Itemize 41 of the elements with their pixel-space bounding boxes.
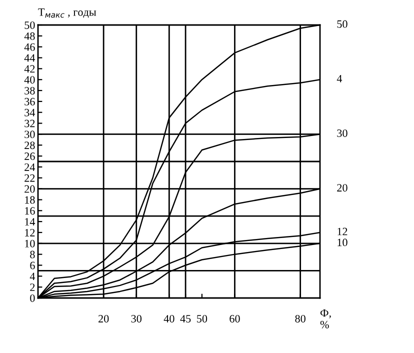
x-axis-title: Ф, % <box>320 309 331 328</box>
y-tick-label: 30 <box>24 130 35 138</box>
y-tick-label: 28 <box>24 142 35 150</box>
series-label: 20 <box>337 184 348 192</box>
y-tick-label: 20 <box>24 185 35 193</box>
y-tick-label: 10 <box>25 240 35 248</box>
y-tick-label: 12 <box>25 228 35 236</box>
x-tick-label: 40 <box>164 314 174 322</box>
y-tick-label: 24 <box>24 163 36 171</box>
y-tick-label: 50 <box>24 21 35 29</box>
series-label: 10 <box>338 238 348 246</box>
y-tick-label: 36 <box>24 98 35 106</box>
y-tick-label: 22 <box>24 174 35 182</box>
y-tick-label: 34 <box>24 108 36 116</box>
y-tick-label: 2 <box>30 284 35 291</box>
y-tick-label: 48 <box>24 32 35 40</box>
x-tick-label: 30 <box>131 314 142 322</box>
y-tick-label: 16 <box>25 207 35 215</box>
y-tick-label: 42 <box>24 65 35 73</box>
series-label: 4 <box>336 74 342 82</box>
x-tick-label: 20 <box>98 314 109 322</box>
y-tick-label: 32 <box>24 120 35 128</box>
y-tick-label: 46 <box>24 43 35 51</box>
x-tick-label: 50 <box>197 314 208 322</box>
y-tick-label: 18 <box>25 196 35 204</box>
x-tick-label: 80 <box>295 314 306 322</box>
series-label: 12 <box>338 228 348 236</box>
x-tick-label: 60 <box>230 314 240 322</box>
y-tick-label: 0 <box>30 294 35 302</box>
y-tick-label: 6 <box>30 262 35 270</box>
series-label: 30 <box>337 129 348 137</box>
series-label: 50 <box>337 20 348 28</box>
y-tick-label: 26 <box>24 152 35 160</box>
y-tick-label: 40 <box>24 76 35 84</box>
y-tick-label: 14 <box>25 218 36 226</box>
y-tick-label: 8 <box>30 250 35 258</box>
y-tick-label: 44 <box>24 54 36 62</box>
y-tick-label: 4 <box>30 272 36 280</box>
x-tick-label: 45 <box>180 315 191 322</box>
y-axis-title: T$_{макс}$ , годы <box>38 8 96 18</box>
y-tick-label: 38 <box>24 86 35 94</box>
